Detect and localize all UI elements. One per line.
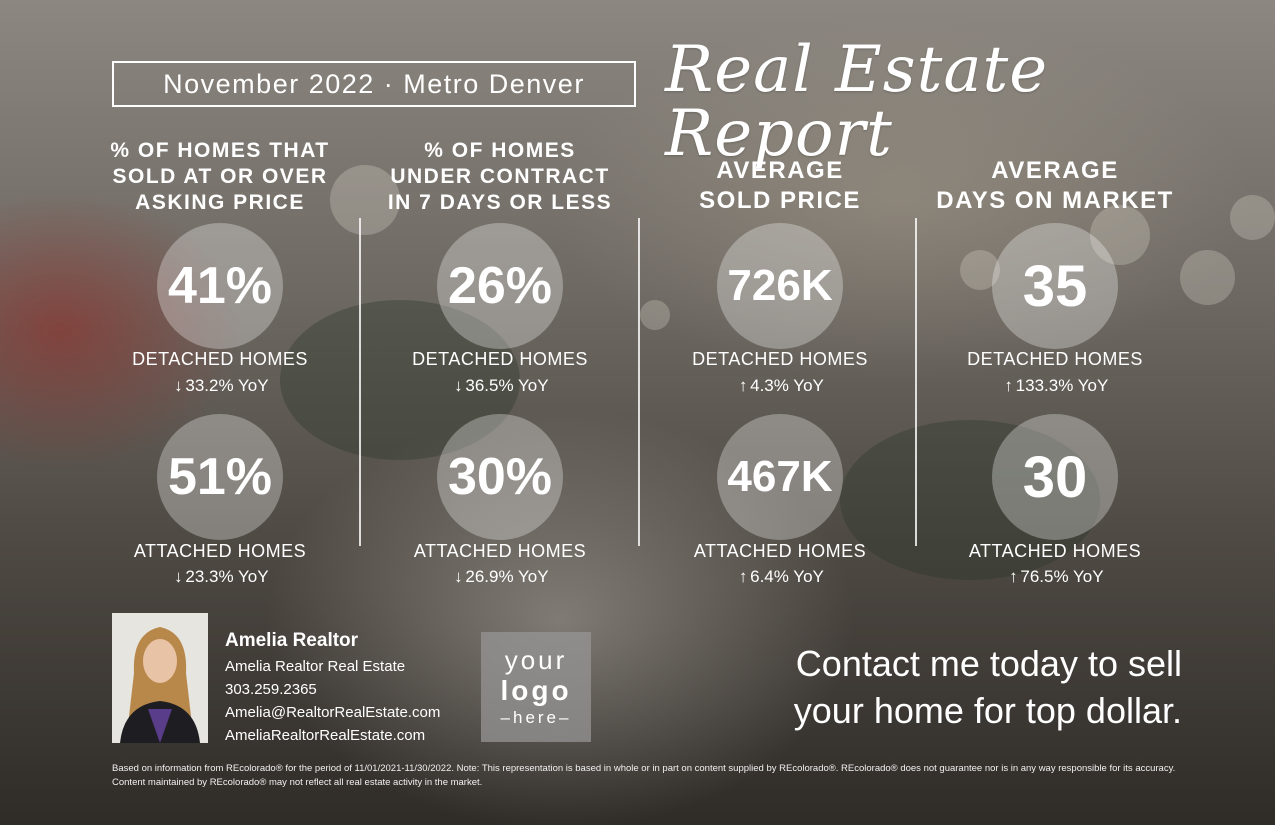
agent-portrait-icon <box>112 613 208 743</box>
attached-label: ATTACHED HOMES <box>693 541 867 561</box>
attached-value-circle: 30% <box>437 414 563 540</box>
attached-value-circle: 467K <box>717 414 843 540</box>
agent-name: Amelia Realtor <box>225 630 359 651</box>
logo-text: –here– <box>500 708 572 727</box>
column-divider <box>359 218 361 546</box>
detached-label: DETACHED HOMES <box>967 349 1143 369</box>
disclaimer-line: Based on information from REcolorado® fo… <box>112 763 1176 774</box>
agent-email[interactable]: Amelia@RealtorRealEstate.com <box>225 704 441 721</box>
period-banner: November 2022 · Metro Denver <box>112 61 636 107</box>
metric-column-sold-price: AVERAGE SOLD PRICE 726K DETACHED HOMES ↑… <box>640 130 920 600</box>
attached-value-circle: 51% <box>157 414 283 540</box>
detached-yoy: ↑ 4.3% YoY <box>640 376 920 396</box>
arrow-down-icon: ↓ <box>454 567 463 586</box>
detached-yoy: ↑ 133.3% YoY <box>915 376 1195 396</box>
attached-yoy: ↓ 23.3% YoY <box>80 567 360 587</box>
attached-yoy: ↑ 6.4% YoY <box>640 567 920 587</box>
report-title: Real Estate Report <box>665 33 1049 171</box>
column-divider <box>638 218 640 546</box>
bokeh-light <box>1090 205 1150 265</box>
call-to-action: Contact me today to sell your home for t… <box>700 640 1182 734</box>
attached-label: ATTACHED HOMES <box>133 541 307 561</box>
bokeh-light <box>1180 250 1235 305</box>
arrow-down-icon: ↓ <box>174 376 183 395</box>
cta-line: your home for top dollar. <box>793 690 1182 731</box>
detached-yoy: ↓ 36.5% YoY <box>360 376 640 396</box>
disclaimer-line: Content maintained by REcolorado® may no… <box>112 777 483 788</box>
column-divider <box>915 218 917 546</box>
arrow-up-icon: ↑ <box>1009 567 1018 586</box>
bokeh-light <box>960 250 1000 290</box>
arrow-up-icon: ↑ <box>738 376 748 395</box>
detached-label: DETACHED HOMES <box>692 349 868 369</box>
arrow-down-icon: ↓ <box>174 567 183 586</box>
disclaimer: Based on information from REcolorado® fo… <box>112 762 1202 790</box>
cta-line: Contact me today to sell <box>795 643 1182 684</box>
agent-phone[interactable]: 303.259.2365 <box>225 681 317 698</box>
column-heading: AVERAGE DAYS ON MARKET <box>936 157 1174 214</box>
detached-value-circle: 35 <box>992 223 1118 349</box>
detached-value-circle: 726K <box>717 223 843 349</box>
attached-yoy: ↑ 76.5% YoY <box>915 567 1195 587</box>
agent-company: Amelia Realtor Real Estate <box>225 658 406 675</box>
attached-value-circle: 30 <box>992 414 1118 540</box>
bokeh-light <box>1230 195 1275 240</box>
attached-yoy: ↓ 26.9% YoY <box>360 567 640 587</box>
metric-column-days-on-market: AVERAGE DAYS ON MARKET 35 DETACHED HOMES… <box>915 130 1195 600</box>
column-heading: % OF HOMES THAT SOLD AT OR OVER ASKING P… <box>110 139 330 214</box>
logo-placeholder: your logo –here– <box>481 632 591 742</box>
arrow-up-icon: ↑ <box>1004 376 1013 395</box>
metric-column-over-asking: % OF HOMES THAT SOLD AT OR OVER ASKING P… <box>80 130 360 600</box>
agent-photo <box>112 613 208 743</box>
bokeh-light <box>330 165 400 235</box>
agent-contact: Amelia Realtor Amelia Realtor Real Estat… <box>225 630 440 747</box>
metric-column-under-contract: % OF HOMES UNDER CONTRACT IN 7 DAYS OR L… <box>360 130 640 600</box>
detached-value-circle: 41% <box>157 223 283 349</box>
pine-blur <box>280 300 520 460</box>
logo-text: your <box>504 645 568 675</box>
attached-label: ATTACHED HOMES <box>413 541 587 561</box>
column-heading: AVERAGE SOLD PRICE <box>699 157 861 214</box>
arrow-down-icon: ↓ <box>454 376 463 395</box>
detached-value-circle: 26% <box>437 223 563 349</box>
attached-label: ATTACHED HOMES <box>968 541 1142 561</box>
detached-label: DETACHED HOMES <box>412 349 588 369</box>
period-text: November 2022 · Metro Denver <box>163 68 585 99</box>
detached-label: DETACHED HOMES <box>132 349 308 369</box>
detached-yoy: ↓ 33.2% YoY <box>80 376 360 396</box>
column-heading: % OF HOMES UNDER CONTRACT IN 7 DAYS OR L… <box>387 139 613 214</box>
bokeh-light <box>640 300 670 330</box>
arrow-up-icon: ↑ <box>738 567 748 586</box>
logo-text: logo <box>500 675 572 706</box>
pine-blur <box>840 420 1100 580</box>
agent-website[interactable]: AmeliaRealtorRealEstate.com <box>225 727 426 744</box>
